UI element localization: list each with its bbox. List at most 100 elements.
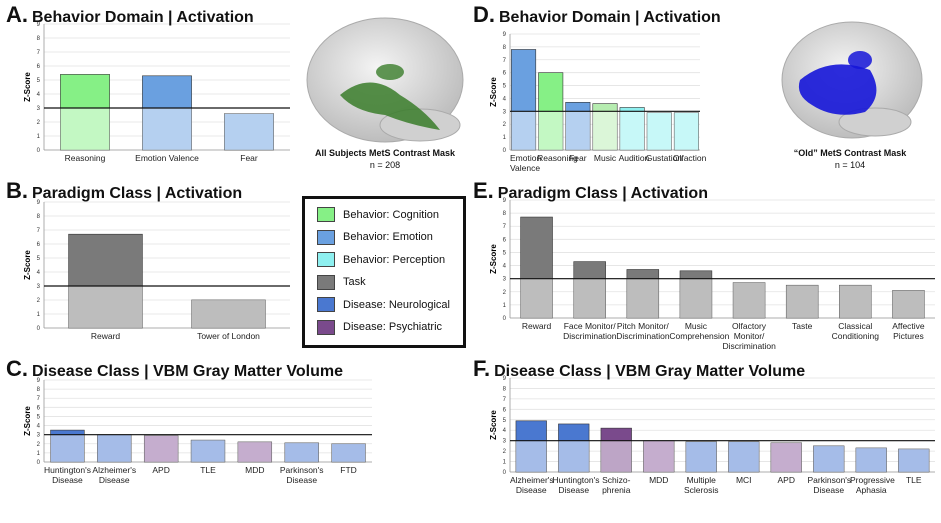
y-tick-label: 9 <box>503 198 507 204</box>
title-text: Paradigm Class | Activation <box>32 185 243 202</box>
mask-caption: All Subjects MetS Contrast Mask <box>314 148 456 158</box>
x-tick-label: Emotion Valence <box>135 153 199 163</box>
below-threshold-shade <box>331 443 366 462</box>
below-threshold-shade <box>191 440 225 462</box>
y-tick-label: 5 <box>503 84 507 90</box>
panel-label: D. <box>473 2 495 27</box>
legend-swatch <box>317 207 335 222</box>
y-tick-label: 8 <box>37 387 41 393</box>
y-tick-label: 5 <box>37 414 41 420</box>
below-threshold-shade <box>770 442 802 472</box>
panel-title: A. Behavior Domain | Activation <box>6 2 254 28</box>
y-tick-label: 2 <box>503 290 507 296</box>
y-tick-label: 7 <box>37 396 41 402</box>
y-tick-label: 9 <box>37 200 41 206</box>
y-tick-label: 4 <box>503 264 507 270</box>
legend-swatch <box>317 252 335 267</box>
x-tick-label: FTD <box>340 465 357 475</box>
y-tick-label: 4 <box>37 92 41 98</box>
y-tick-label: 8 <box>503 45 507 51</box>
below-threshold-shade <box>898 449 930 472</box>
y-tick-label: 1 <box>37 134 41 140</box>
x-tick-label: Affective Pictures <box>892 321 925 341</box>
legend: Behavior: Cognition Behavior: Emotion Beha… <box>302 196 466 348</box>
below-threshold-shade <box>511 111 536 150</box>
x-tick-label: Music <box>593 153 617 163</box>
x-tick-label: MCI <box>735 475 752 485</box>
y-tick-label: 2 <box>503 122 507 128</box>
below-threshold-shade <box>786 285 819 318</box>
y-tick-label: 9 <box>503 32 507 38</box>
brain-image-a <box>306 17 464 143</box>
x-tick-label: Fear <box>569 153 587 163</box>
below-threshold-shade <box>573 278 606 318</box>
below-threshold-shade <box>643 440 675 472</box>
x-tick-label: Alzheimer's Disease <box>510 475 554 495</box>
y-tick-label: 5 <box>503 250 507 256</box>
panel-title: D. Behavior Domain | Activation <box>473 2 721 28</box>
y-tick-label: 9 <box>37 22 41 28</box>
legend-swatch <box>317 229 335 245</box>
below-threshold-shade <box>674 112 699 150</box>
below-threshold-shade <box>619 111 645 150</box>
y-tick-label: 5 <box>37 78 41 84</box>
title-text: Disease Class | VBM Gray Matter Volume <box>32 363 343 380</box>
y-tick-label: 3 <box>37 106 41 112</box>
y-tick-label: 4 <box>37 424 41 430</box>
x-tick-label: Face Monitor/ Discrimination <box>563 321 617 341</box>
below-threshold-shade <box>558 440 590 472</box>
y-tick-label: 7 <box>503 397 507 403</box>
y-tick-label: 0 <box>503 316 507 322</box>
y-tick-label: 8 <box>503 386 507 392</box>
below-threshold-shade <box>855 447 887 472</box>
y-tick-label: 3 <box>37 284 41 290</box>
legend-label: Behavior: Cognition <box>343 208 440 221</box>
below-threshold-shade <box>813 445 845 472</box>
brain-image-d <box>781 21 923 139</box>
title-text: Behavior Domain | Activation <box>32 9 254 26</box>
below-threshold-shade <box>600 440 632 472</box>
below-threshold-shade <box>50 434 85 462</box>
panel-label: B. <box>6 178 28 203</box>
x-tick-label: Reward <box>521 321 552 331</box>
y-tick-label: 3 <box>503 109 507 115</box>
mask-n: n = 208 <box>369 160 401 170</box>
x-tick-label: APD <box>152 465 170 475</box>
title-text: Paradigm Class | Activation <box>497 185 708 202</box>
y-axis-label: Z-Score <box>489 410 498 440</box>
legend-label: Task <box>343 276 366 288</box>
below-threshold-shade <box>237 441 272 462</box>
y-tick-label: 0 <box>503 470 507 476</box>
panel-title: F. Disease Class | VBM Gray Matter Volume <box>473 356 805 382</box>
y-tick-label: 8 <box>37 36 41 42</box>
y-tick-label: 2 <box>37 442 41 448</box>
x-tick-label: Music Comprehension <box>669 321 730 341</box>
below-threshold-shade <box>839 285 872 318</box>
below-threshold-shade <box>284 442 319 462</box>
title-text: Behavior Domain | Activation <box>499 9 721 26</box>
y-tick-label: 6 <box>503 237 507 243</box>
y-tick-label: 0 <box>37 460 41 466</box>
y-tick-label: 0 <box>37 326 41 332</box>
y-tick-label: 4 <box>503 96 507 102</box>
below-threshold-shade <box>626 278 659 318</box>
y-tick-label: 4 <box>37 270 41 276</box>
y-tick-label: 6 <box>503 71 507 77</box>
y-tick-label: 2 <box>37 120 41 126</box>
legend-label: Behavior: Emotion <box>343 231 433 243</box>
y-tick-label: 5 <box>37 256 41 262</box>
y-tick-label: 1 <box>37 451 41 457</box>
below-threshold-shade <box>191 300 266 328</box>
below-threshold-shade <box>60 108 110 150</box>
y-axis-label: Z-Score <box>489 77 498 107</box>
y-tick-label: 9 <box>37 378 41 384</box>
below-threshold-shade <box>592 111 618 150</box>
below-threshold-shade <box>515 440 547 472</box>
below-threshold-shade <box>538 111 563 150</box>
y-tick-label: 6 <box>503 407 507 413</box>
y-tick-label: 8 <box>503 211 507 217</box>
y-tick-label: 7 <box>503 224 507 230</box>
panel-title: C. Disease Class | VBM Gray Matter Volume <box>6 356 343 382</box>
legend-item: Disease: Psychiatric <box>317 319 442 335</box>
